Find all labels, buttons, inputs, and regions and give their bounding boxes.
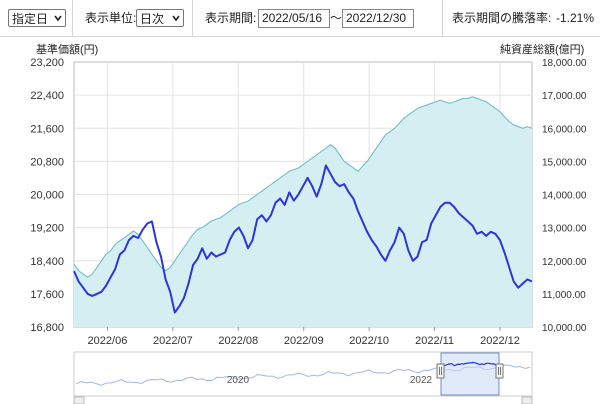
change-value: -1.21% <box>556 11 595 25</box>
navigator-year-label: 2022 <box>410 375 433 386</box>
chevron-down-icon <box>172 15 180 22</box>
date-separator: ～ <box>330 11 343 25</box>
navigator-selection[interactable] <box>440 352 500 396</box>
change-label: 表示期間の騰落率: <box>452 11 552 25</box>
mode-select-value: 指定日 <box>12 12 49 26</box>
date-to-input[interactable]: 2022/12/30 <box>342 9 414 28</box>
unit-label: 表示単位: <box>85 11 137 25</box>
navigator-right-handle[interactable] <box>495 363 504 379</box>
navigator-scroll-right[interactable] <box>521 396 533 404</box>
toolbar: 指定日 表示単位: 日次 表示期間: 2022/05/16 ～ 2022/12/… <box>0 0 600 37</box>
period-label: 表示期間: <box>205 11 257 25</box>
unit-select-value: 日次 <box>140 12 165 26</box>
unit-select[interactable]: 日次 <box>136 9 184 27</box>
navigator-left-handle[interactable] <box>436 363 445 379</box>
left-axis-title: 基準価額(円) <box>36 44 99 56</box>
date-from-input[interactable]: 2022/05/16 <box>258 9 330 28</box>
right-axis-title: 純資産総額(億円) <box>500 44 585 56</box>
navigator-year-label: 2020 <box>227 375 250 386</box>
navigator-scroll-left[interactable] <box>73 396 85 404</box>
chevron-down-icon <box>54 15 62 22</box>
mode-select[interactable]: 指定日 <box>8 9 66 27</box>
navigator-selected-series <box>441 361 499 367</box>
